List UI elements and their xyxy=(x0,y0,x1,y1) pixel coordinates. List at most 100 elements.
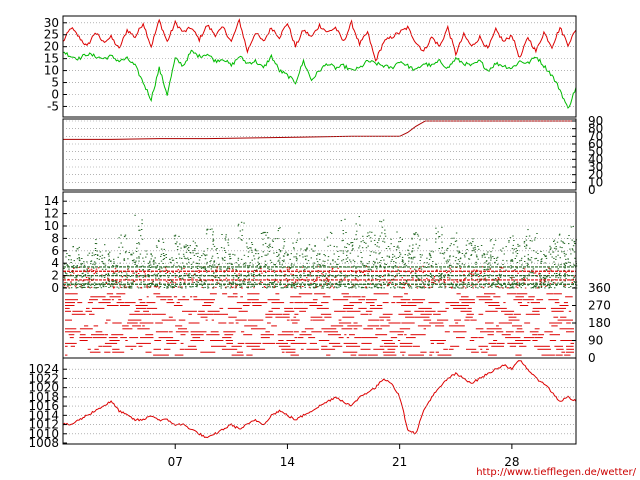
wind-speed-point xyxy=(440,276,442,278)
wind-speed-point xyxy=(80,284,82,286)
wind-speed-point xyxy=(426,239,428,241)
wind-speed-point xyxy=(64,271,66,273)
wind-speed-point xyxy=(382,219,385,221)
wind-speed-point xyxy=(355,267,357,269)
wind-speed-point xyxy=(196,286,198,288)
wind-speed-point xyxy=(96,272,98,274)
wind-speed-point xyxy=(179,243,181,245)
wind-speed-point xyxy=(345,258,347,260)
wind-speed-point xyxy=(482,287,485,289)
wind-speed-point xyxy=(101,257,103,259)
wind-speed-point xyxy=(204,283,206,285)
wind-speed-point xyxy=(158,241,160,242)
wind-speed-point xyxy=(177,246,179,248)
wind-speed-point xyxy=(534,286,537,287)
wind-speed-point xyxy=(296,286,299,287)
wind-speed-point xyxy=(67,286,69,288)
wind-speed-point xyxy=(359,245,361,247)
wind-speed-point xyxy=(227,242,229,244)
wind-speed-point xyxy=(249,247,251,249)
wind-speed-point xyxy=(188,247,190,249)
wind-speed-point xyxy=(295,241,298,243)
wind-speed-point xyxy=(382,276,384,278)
wind-speed-point xyxy=(116,281,118,283)
wind-speed-point xyxy=(412,258,414,260)
wind-speed-point xyxy=(74,284,76,286)
wind-speed-point xyxy=(90,263,92,265)
wind-speed-point xyxy=(487,268,490,270)
wind-speed-point xyxy=(163,287,166,288)
wind-speed-point xyxy=(466,285,468,287)
wind-speed-point xyxy=(416,233,419,235)
wind-speed-point xyxy=(171,259,174,261)
wind-speed-point xyxy=(213,260,216,262)
wind-speed-point xyxy=(148,283,151,284)
wind-speed-point xyxy=(163,258,166,260)
wind-speed-point xyxy=(569,279,572,281)
wind-speed-point xyxy=(293,283,295,285)
wind-speed-point xyxy=(237,225,239,227)
wind-speed-point xyxy=(524,245,526,247)
wind-speed-point xyxy=(299,286,302,288)
wind-speed-point xyxy=(333,266,335,268)
wind-speed-point xyxy=(463,286,465,288)
wind-speed-point xyxy=(274,279,276,281)
wind-speed-point xyxy=(461,253,464,254)
wind-speed-point xyxy=(515,282,518,284)
wind-speed-point xyxy=(310,257,312,259)
wind-speed-point xyxy=(167,282,169,284)
wind-speed-point xyxy=(411,251,413,253)
wind-speed-point xyxy=(241,285,243,287)
wind-speed-point xyxy=(82,276,84,277)
wind-speed-point xyxy=(171,287,174,289)
wind-speed-point xyxy=(118,282,120,284)
wind-speed-point xyxy=(417,235,420,237)
wind-speed-point xyxy=(221,234,223,235)
wind-speed-point xyxy=(207,287,209,289)
wind-speed-point xyxy=(454,260,457,262)
wind-speed-point xyxy=(487,286,490,288)
wind-speed-point xyxy=(495,257,498,259)
wind-speed-point xyxy=(286,280,288,282)
wind-speed-point xyxy=(419,287,421,289)
wind-speed-point xyxy=(440,278,442,280)
wind-speed-point xyxy=(342,252,345,254)
wind-speed-point xyxy=(194,242,196,244)
wind-speed-point xyxy=(378,253,380,255)
wind-speed-point xyxy=(472,241,474,243)
wind-speed-point xyxy=(388,281,391,283)
wind-speed-point xyxy=(392,286,395,288)
wind-speed-point xyxy=(205,270,208,271)
wind-speed-point xyxy=(205,263,208,265)
wind-speed-point xyxy=(531,240,533,242)
wind-speed-point xyxy=(276,252,278,253)
wind-speed-point xyxy=(116,265,119,267)
wind-speed-point xyxy=(415,232,417,234)
wind-speed-point xyxy=(389,248,391,250)
wind-speed-point xyxy=(317,253,319,255)
wind-speed-point xyxy=(572,226,574,227)
wind-speed-point xyxy=(562,242,565,244)
wind-speed-point xyxy=(307,260,310,262)
wind-speed-point xyxy=(374,286,376,288)
wind-speed-point xyxy=(213,245,216,247)
wind-speed-point xyxy=(209,228,211,230)
wind-speed-point xyxy=(489,286,491,288)
wind-speed-point xyxy=(365,265,367,267)
wind-speed-point xyxy=(412,244,414,246)
wind-speed-point xyxy=(269,243,271,245)
wind-speed-point xyxy=(401,284,404,285)
wind-speed-point xyxy=(491,286,493,288)
wind-speed-point xyxy=(490,251,492,253)
wind-speed-point xyxy=(464,256,466,258)
wind-speed-point xyxy=(323,254,325,255)
wind-speed-point xyxy=(401,283,403,284)
wind-speed-point xyxy=(458,287,460,289)
wind-speed-point xyxy=(214,277,216,279)
wind-speed-point xyxy=(185,246,187,248)
wind-speed-point xyxy=(341,280,343,282)
wind-speed-point xyxy=(270,268,273,270)
wind-speed-point xyxy=(560,282,562,284)
temperature-ytick-label-1: 25 xyxy=(44,28,59,42)
wind-speed-point xyxy=(528,235,531,237)
